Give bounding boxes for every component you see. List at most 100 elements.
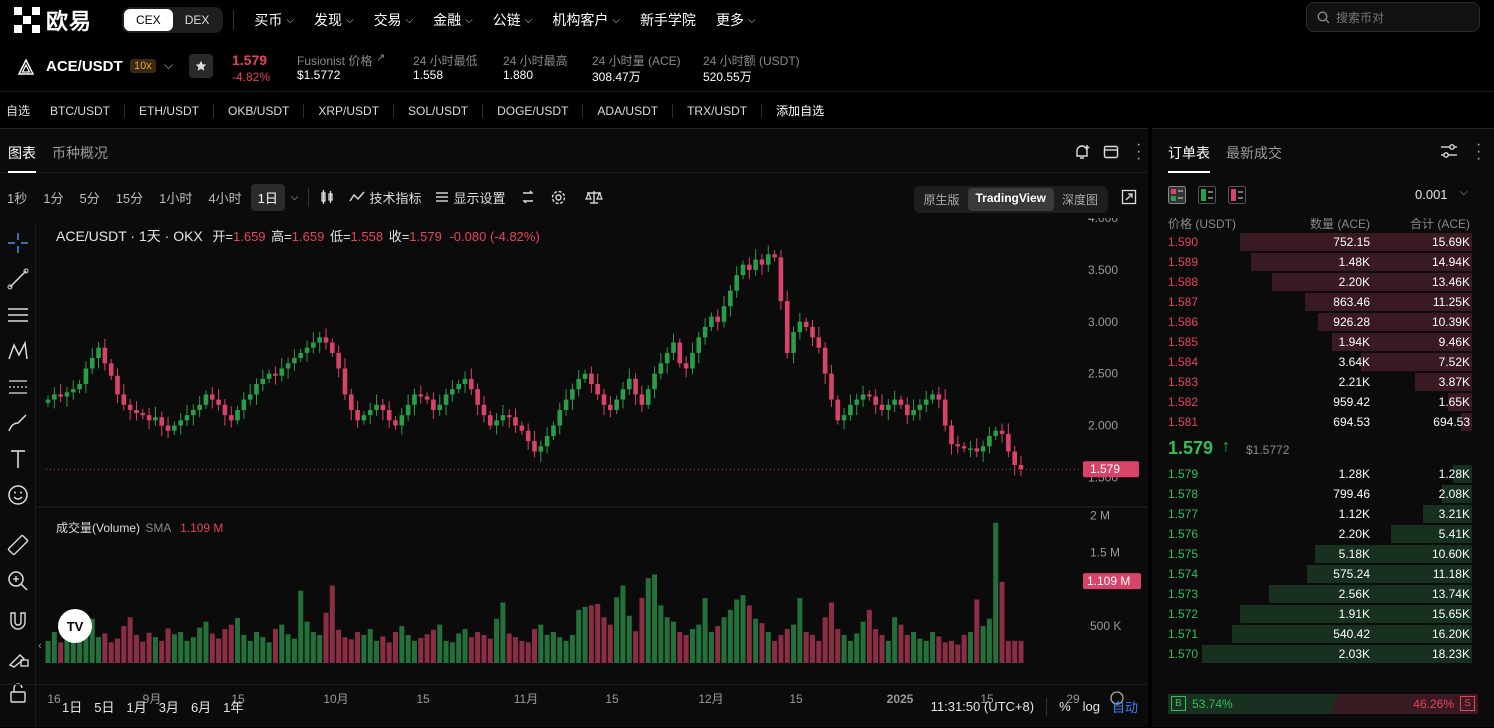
price-alert-icon[interactable]: [1073, 143, 1091, 161]
pattern-icon[interactable]: [6, 339, 30, 363]
orderbook-settings-icon[interactable]: [1440, 143, 1458, 159]
bid-row[interactable]: 1.571 540.42 16.20K: [1152, 624, 1494, 644]
collapse-toolbar-icon[interactable]: ‹: [38, 640, 42, 652]
view-depth[interactable]: 深度图: [1061, 193, 1098, 207]
tradingview-logo[interactable]: TV: [58, 609, 92, 643]
fav-okb-usdt[interactable]: OKB/USDT: [214, 104, 305, 118]
bids-only-view-icon[interactable]: [1198, 186, 1216, 204]
interval-1s[interactable]: 1秒: [7, 190, 28, 206]
pair-name[interactable]: ACE/USDT: [46, 58, 123, 75]
view-mode-toggle[interactable]: 原生版 TradingView 深度图: [913, 186, 1108, 213]
ask-row[interactable]: 1.586 926.28 10.39K: [1152, 312, 1494, 332]
tab-coin-overview[interactable]: 币种概况: [52, 145, 108, 161]
ask-row[interactable]: 1.581 694.53 694.53: [1152, 412, 1494, 432]
tab-chart[interactable]: 图表: [8, 143, 36, 173]
tab-latest-trades[interactable]: 最新成交: [1226, 145, 1282, 161]
ask-row[interactable]: 1.585 1.94K 9.46K: [1152, 332, 1494, 352]
ask-row[interactable]: 1.587 863.46 11.25K: [1152, 292, 1494, 312]
interval-1m[interactable]: 1分: [43, 190, 64, 206]
cex-toggle[interactable]: CEX: [124, 9, 173, 31]
range-3m[interactable]: 3月: [158, 700, 179, 715]
emoji-icon[interactable]: [6, 483, 30, 507]
expand-icon[interactable]: [1121, 189, 1137, 205]
range-6m[interactable]: 6月: [190, 700, 212, 715]
nav-trade[interactable]: 交易 ⌵: [374, 10, 414, 30]
favorites-label[interactable]: 自选: [6, 104, 31, 118]
ask-row[interactable]: 1.589 1.48K 14.94K: [1152, 252, 1494, 272]
bid-row[interactable]: 1.574 575.24 11.18K: [1152, 564, 1494, 584]
bid-row[interactable]: 1.572 1.91K 15.65K: [1152, 604, 1494, 624]
add-favorite-button[interactable]: 添加自选: [776, 104, 825, 118]
chart-area[interactable]: 4.000 3.500 3.000 2.500 2.000 1.500 1.579 2 M 1.…: [36, 218, 1148, 728]
range-1d[interactable]: 1日: [62, 700, 83, 715]
ask-row[interactable]: 1.584 3.64K 7.52K: [1152, 352, 1494, 372]
view-tradingview[interactable]: TradingView: [967, 188, 1054, 211]
more-dots-icon[interactable]: · · ·: [1136, 136, 1142, 167]
trend-line-icon[interactable]: [6, 267, 30, 291]
bid-row[interactable]: 1.577 1.12K 3.21K: [1152, 504, 1494, 524]
range-5d[interactable]: 5日: [94, 700, 115, 715]
view-native[interactable]: 原生版: [923, 193, 960, 207]
lock-drawing-icon[interactable]: [6, 645, 30, 669]
compare-icon[interactable]: [520, 189, 536, 205]
tick-dropdown-chevron-icon[interactable]: ⌵: [1460, 187, 1468, 198]
gear-icon[interactable]: [550, 189, 567, 206]
fav-trx-usdt[interactable]: TRX/USDT: [673, 104, 763, 118]
nav-finance[interactable]: 金融 ⌵: [433, 10, 473, 30]
asks-only-view-icon[interactable]: [1228, 186, 1246, 204]
candle-type-icon[interactable]: [319, 189, 335, 205]
ask-row[interactable]: 1.588 2.20K 13.46K: [1152, 272, 1494, 292]
fav-eth-usdt[interactable]: ETH/USDT: [125, 104, 215, 118]
interval-1h[interactable]: 1小时: [159, 190, 193, 206]
range-1y[interactable]: 1年: [223, 700, 244, 715]
ruler-icon[interactable]: [6, 533, 30, 557]
nav-more[interactable]: 更多 ⌵: [716, 10, 756, 30]
interval-dropdown-chevron-icon[interactable]: ⌵: [290, 191, 299, 203]
bid-row[interactable]: 1.570 2.03K 18.23K: [1152, 644, 1494, 664]
bid-row[interactable]: 1.573 2.56K 13.74K: [1152, 584, 1494, 604]
auto-scale-toggle[interactable]: 自动: [1111, 700, 1138, 715]
orderbook-more-icon[interactable]: · · ·: [1476, 136, 1482, 167]
nav-institutional[interactable]: 机构客户 ⌵: [552, 10, 620, 30]
interval-1d[interactable]: 1日: [250, 183, 285, 211]
crosshair-icon[interactable]: [6, 231, 30, 255]
ask-row[interactable]: 1.590 752.15 15.69K: [1152, 232, 1494, 252]
cex-dex-toggle[interactable]: CEX DEX: [122, 7, 224, 33]
bid-row[interactable]: 1.579 1.28K 1.28K: [1152, 464, 1494, 484]
fav-doge-usdt[interactable]: DOGE/USDT: [483, 104, 584, 118]
search-input[interactable]: 搜索币对: [1306, 2, 1480, 32]
display-settings-button[interactable]: 显示设置: [435, 188, 506, 207]
nav-buy-crypto[interactable]: 买币 ⌵: [254, 10, 294, 30]
favorite-star-button[interactable]: [189, 54, 213, 78]
tab-order-book[interactable]: 订单表: [1168, 143, 1210, 173]
tick-size-select[interactable]: 0.001: [1415, 187, 1448, 202]
zoom-in-icon[interactable]: [6, 569, 30, 593]
log-scale-toggle[interactable]: log: [1082, 699, 1100, 714]
stat-label-index[interactable]: Fusionist 价格: [297, 54, 373, 68]
magnet-icon[interactable]: [6, 609, 30, 633]
external-link-icon[interactable]: ↗: [376, 52, 386, 64]
range-1m[interactable]: 1月: [126, 700, 147, 715]
fib-icon[interactable]: [6, 375, 30, 399]
fullscreen-panel-icon[interactable]: [1103, 144, 1119, 160]
nav-academy[interactable]: 新手学院: [640, 10, 696, 30]
logo[interactable]: 欧易: [14, 4, 110, 36]
nav-chain[interactable]: 公链 ⌵: [493, 10, 533, 30]
bid-row[interactable]: 1.575 5.18K 10.60K: [1152, 544, 1494, 564]
ask-row[interactable]: 1.582 959.42 1.65K: [1152, 392, 1494, 412]
brush-icon[interactable]: [6, 411, 30, 435]
interval-5m[interactable]: 5分: [79, 190, 100, 206]
fav-ada-usdt[interactable]: ADA/USDT: [583, 104, 674, 118]
fav-btc-usdt[interactable]: BTC/USDT: [36, 104, 126, 118]
indicators-button[interactable]: 技术指标: [349, 188, 421, 207]
both-sides-view-icon[interactable]: [1168, 186, 1186, 204]
dex-toggle[interactable]: DEX: [184, 13, 210, 27]
fav-xrp-usdt[interactable]: XRP/USDT: [304, 104, 395, 118]
nav-discover[interactable]: 发现 ⌵: [314, 10, 354, 30]
interval-4h[interactable]: 4小时: [208, 190, 242, 206]
interval-15m[interactable]: 15分: [115, 190, 144, 206]
ask-row[interactable]: 1.583 2.21K 3.87K: [1152, 372, 1494, 392]
pair-dropdown-chevron-icon[interactable]: ⌵: [164, 58, 174, 72]
bid-row[interactable]: 1.576 2.20K 5.41K: [1152, 524, 1494, 544]
